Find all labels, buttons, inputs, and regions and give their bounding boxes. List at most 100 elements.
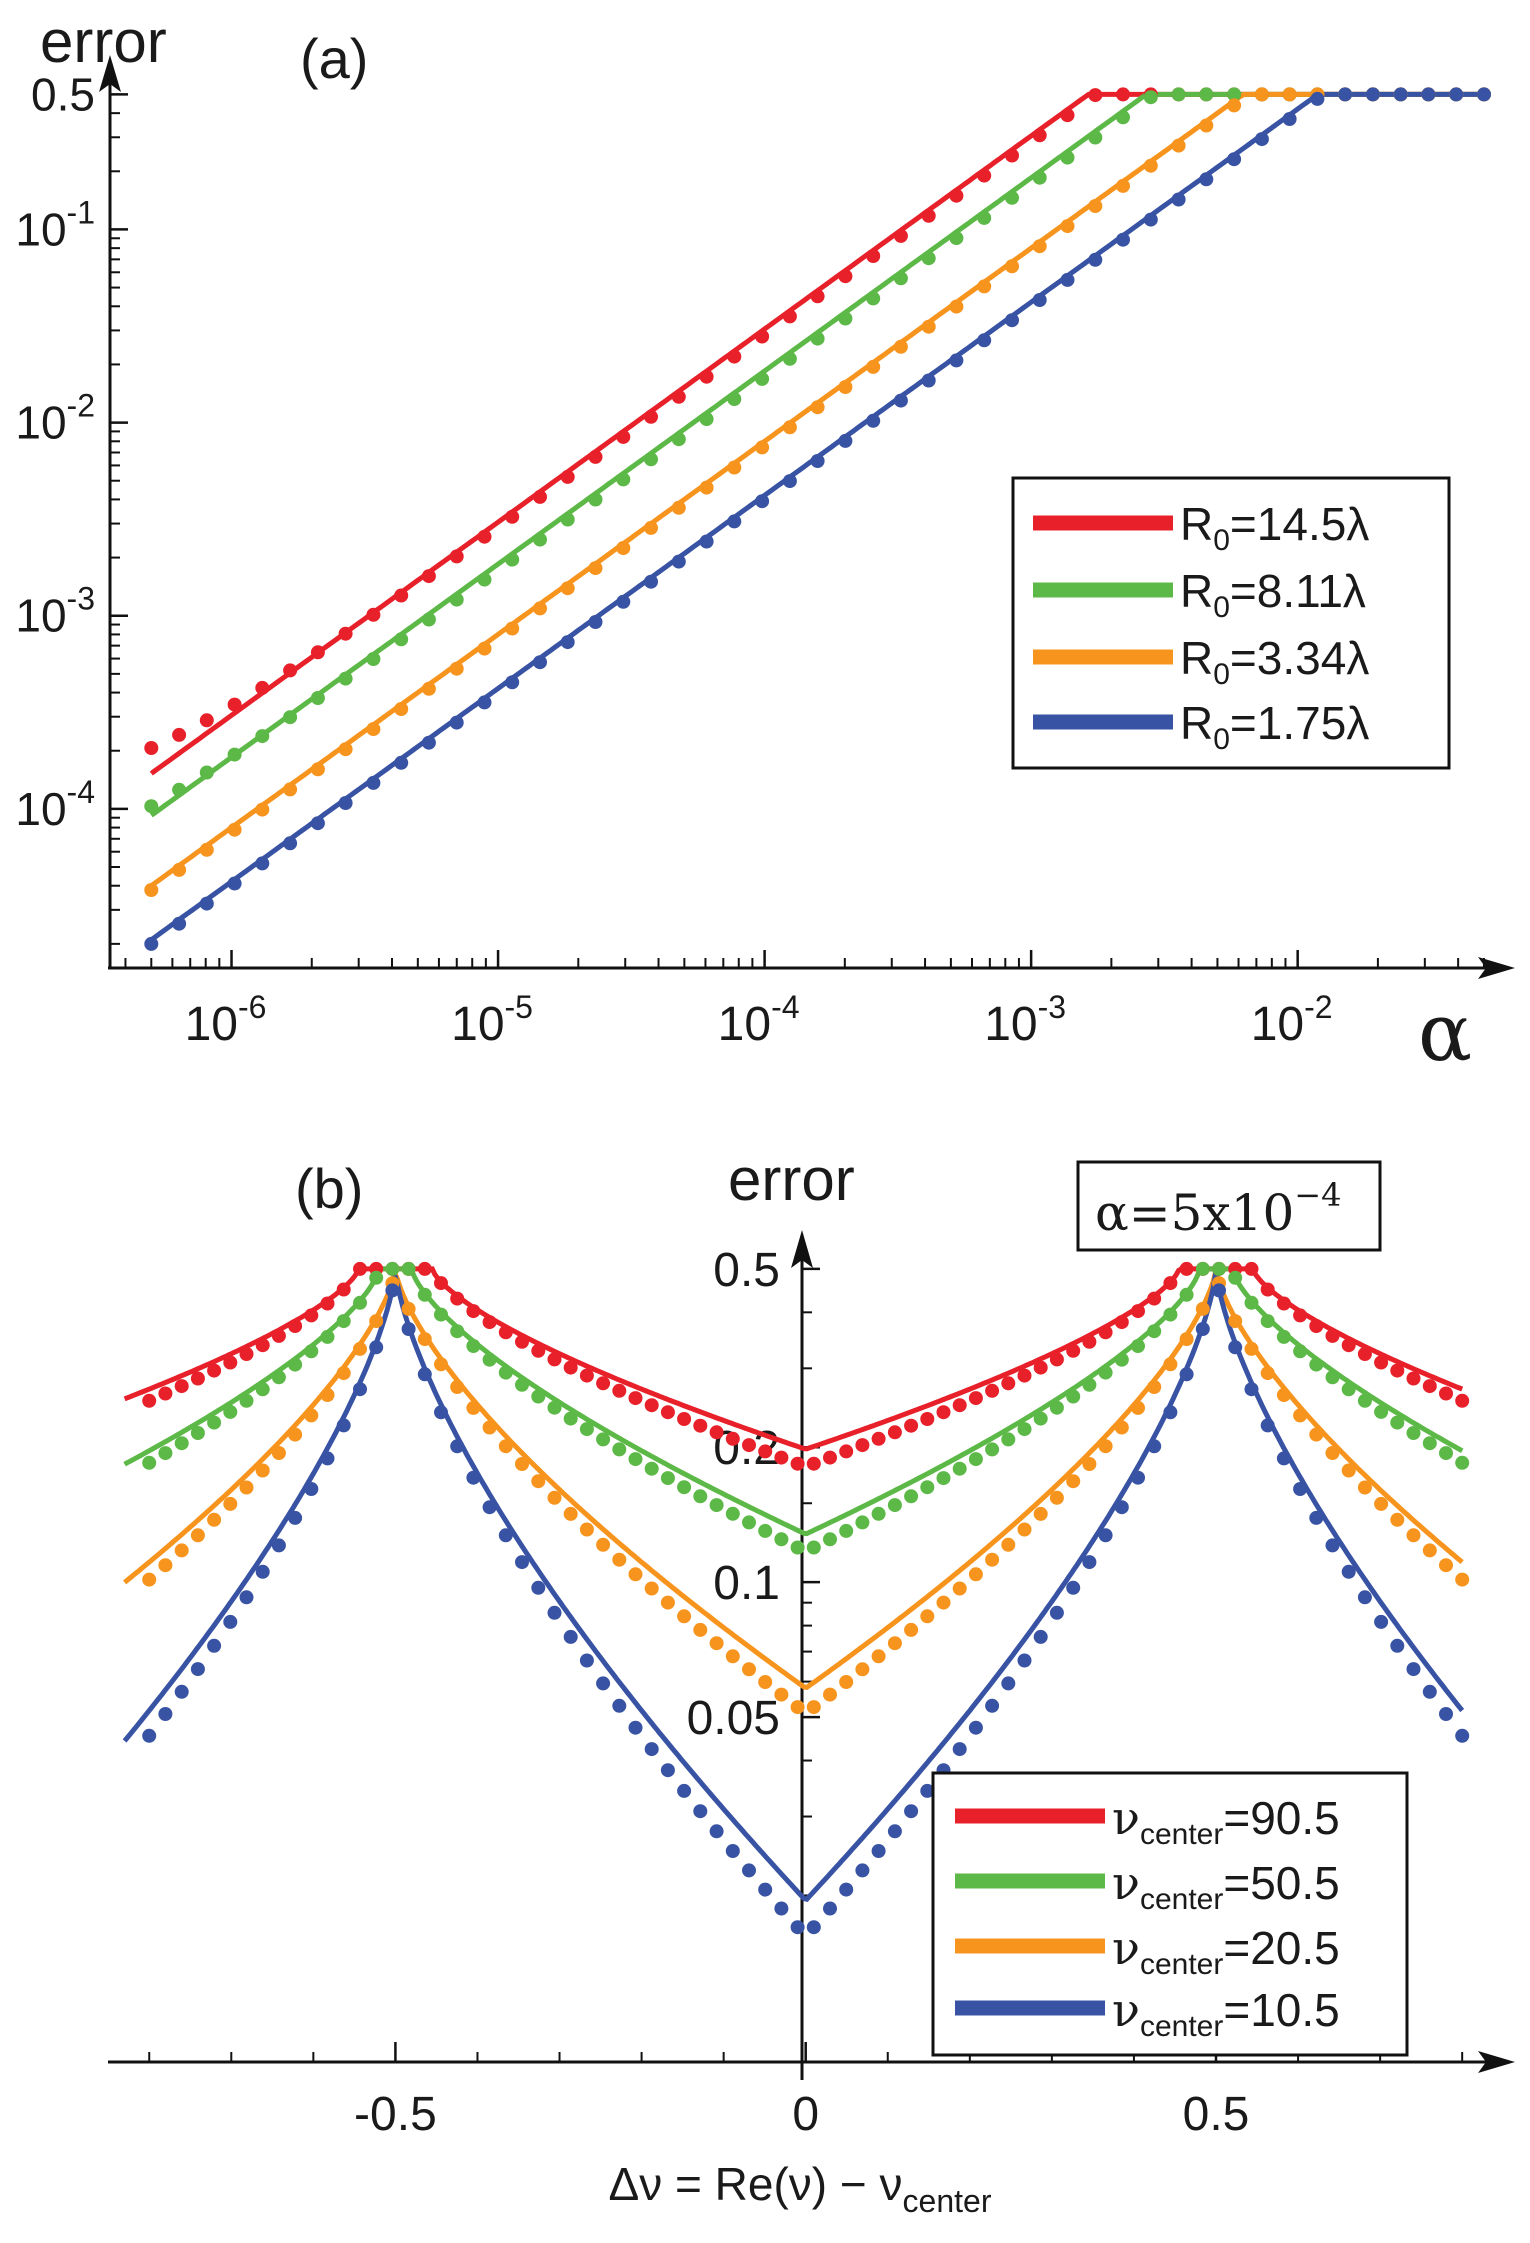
panel-b-series-dot-2: [353, 1295, 367, 1310]
panel-a-series-dot-3: [199, 842, 214, 857]
panel-a-y-tick-label: 10-1: [15, 194, 95, 255]
panel-b-series-dot-4: [1098, 1528, 1113, 1543]
panel-b-series-dot-4: [239, 1590, 254, 1605]
panel-b-series-dot-2: [839, 1523, 854, 1538]
panel-a-series-dot-2: [921, 251, 936, 266]
panel-b-series-dot-2: [190, 1426, 205, 1440]
panel-b-series-dot-3: [450, 1380, 465, 1394]
panel-a-series-dot-2: [727, 392, 742, 406]
panel-b-series-dot-2: [871, 1506, 886, 1521]
panel-b-series-dot-3: [855, 1662, 870, 1677]
panel-a-series-dot-2: [1143, 90, 1158, 105]
panel-b-series-dot-4: [985, 1698, 1000, 1713]
panel-b-series-dot-1: [207, 1363, 222, 1378]
panel-b-series-dot-4: [547, 1605, 562, 1620]
panel-b-series-dot-4: [1455, 1728, 1470, 1743]
panel-a-series-dot-3: [838, 380, 853, 394]
panel-a-series-dot-2: [144, 799, 159, 814]
panel-a-series-dot-4: [755, 494, 770, 509]
panel-b-series-dot-3: [223, 1496, 238, 1511]
panel-b-series-dot-4: [677, 1783, 692, 1798]
panel-b-series-dot-3: [920, 1609, 935, 1624]
panel-a-series-dot-2: [893, 271, 908, 286]
panel-b-series-dot-3: [774, 1687, 789, 1702]
panel-b-series-dot-1: [223, 1355, 238, 1370]
panel-b-series-dot-3: [158, 1558, 173, 1573]
panel-a-y-tick-label: 0.5: [31, 68, 95, 120]
panel-a-series-dot-4: [1310, 91, 1325, 106]
panel-b-series-dot-1: [596, 1376, 611, 1391]
panel-b-series-dot-4: [887, 1824, 902, 1839]
panel-a-series-dot-3: [588, 561, 603, 576]
panel-b-series-dot-4: [434, 1405, 448, 1420]
panel-a-series-dot-3: [310, 762, 325, 777]
panel-a-series-dot-2: [1005, 190, 1019, 205]
panel-b-series-dot-1: [515, 1334, 529, 1349]
panel-b-series-dot-3: [1309, 1427, 1324, 1442]
panel-b-series-dot-1: [1114, 1315, 1129, 1330]
panel-b-series-dot-2: [1455, 1455, 1470, 1470]
panel-b-series-dot-4: [952, 1742, 967, 1757]
panel-a-series-dot-3: [1116, 178, 1130, 193]
panel-a-series-dot-2: [644, 452, 658, 467]
panel-b-series-dot-4: [758, 1882, 773, 1897]
panel-b-series-dot-3: [498, 1439, 513, 1454]
panel-b-series-dot-3: [271, 1446, 286, 1460]
panel-b-series-dot-2: [1049, 1400, 1064, 1415]
panel-a-series-dot-1: [477, 529, 492, 544]
panel-b-series-dot-1: [239, 1347, 254, 1361]
panel-b-series-dot-2: [1179, 1287, 1194, 1302]
panel-b-series-dot-2: [1309, 1357, 1324, 1372]
panel-b-series-dot-2: [515, 1377, 529, 1392]
panel-b-series-dot-4: [823, 1901, 837, 1916]
panel-b-series-dot-2: [677, 1480, 692, 1495]
panel-b-legend-entry-1: νcenter=90.5: [955, 1791, 1340, 1851]
panel-b-series-dot-2: [790, 1540, 805, 1555]
panel-a-series-dot-1: [421, 569, 436, 584]
panel-b-series-dot-3: [434, 1357, 448, 1372]
panel-b-series-dot-3: [612, 1552, 627, 1567]
panel-b-legend-entry-2: νcenter=50.5: [955, 1856, 1340, 1916]
panel-b-series-dot-3: [904, 1622, 919, 1637]
panel-a-series-dot-3: [977, 279, 992, 294]
panel-b-series-dot-4: [158, 1707, 173, 1721]
panel-a-series-dot-2: [477, 572, 492, 587]
panel-a-series-dot-4: [1143, 212, 1158, 227]
panel-a-series-dot-4: [394, 755, 409, 770]
panel-b-series-dot-4: [1066, 1580, 1081, 1595]
panel-b-series-dot-3: [742, 1662, 756, 1677]
panel-b-series-dot-1: [709, 1425, 724, 1440]
panel-a-series-dot-1: [1060, 108, 1075, 123]
panel-b-series-dot-1: [1017, 1368, 1032, 1383]
panel-b-series-dot-1: [1455, 1393, 1470, 1408]
panel-a-series-dot-2: [616, 472, 631, 487]
panel-b-series-dot-2: [887, 1498, 902, 1513]
panel-b-series-dot-4: [515, 1555, 529, 1570]
panel-a-series-dot-4: [838, 433, 853, 448]
panel-b-series-dot-2: [207, 1415, 222, 1430]
panel-a-series-dot-2: [671, 432, 686, 447]
panel-b-series-dot-1: [1098, 1325, 1113, 1340]
panel-b-series-dot-3: [1406, 1528, 1421, 1543]
panel-b-series-dot-2: [288, 1357, 303, 1372]
panel-a-series-dot-4: [644, 574, 658, 589]
panel-b-series-dot-3: [531, 1474, 546, 1489]
panel-a-series-dot-4: [1060, 272, 1075, 287]
panel-a-series-dot-2: [338, 671, 353, 686]
panel-b-series-dot-3: [1033, 1506, 1048, 1521]
panel-a-series-dot-1: [144, 741, 159, 755]
panel-b-series-dot-1: [142, 1393, 157, 1408]
panel-b-series-dot-2: [758, 1523, 773, 1538]
panel-b-series-dot-1: [871, 1431, 886, 1446]
panel-b-annotation-frame: [1076, 1160, 1382, 1252]
panel-b-series-dot-2: [1260, 1314, 1275, 1329]
panel-a-series-dot-4: [172, 916, 187, 931]
panel-b-series-dot-4: [1179, 1367, 1194, 1382]
panel-b-series-dot-4: [401, 1322, 416, 1336]
panel-b-annotation-text: α=5x10−4: [1095, 1176, 1341, 1242]
panel-b-series-dot-2: [1228, 1270, 1243, 1285]
panel-b-series-dot-3: [239, 1480, 254, 1495]
panel-b-series-dot-4: [498, 1528, 513, 1543]
panel-b-series-dot-3: [1276, 1388, 1291, 1402]
panel-b-series-dot-2: [336, 1314, 351, 1329]
